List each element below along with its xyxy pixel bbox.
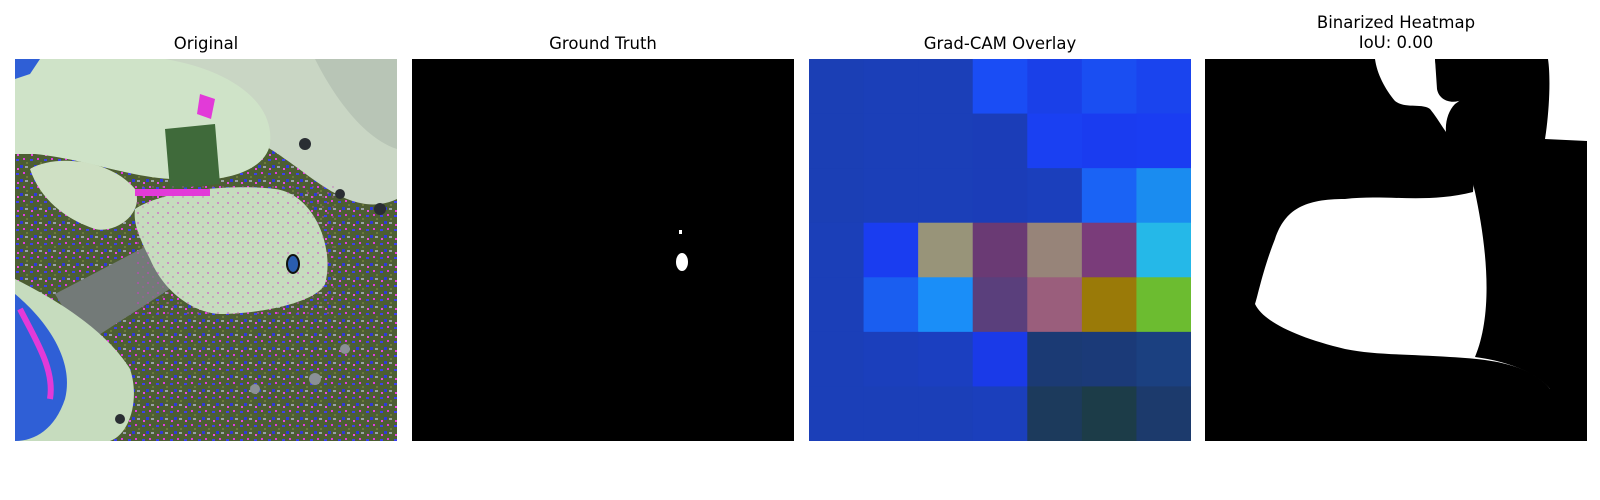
panel-title-ground-truth: Ground Truth (549, 34, 657, 53)
binarized-heatmap (1205, 59, 1587, 441)
gradcam-cell (863, 222, 919, 278)
gradcam-cell (918, 168, 974, 224)
gradcam-cell (809, 331, 865, 387)
gradcam-cell (972, 113, 1028, 169)
gradcam-cell (972, 331, 1028, 387)
iou-score: IoU: 0.00 (1358, 33, 1434, 52)
gradcam-cell (809, 386, 865, 441)
gradcam-cell (918, 331, 974, 387)
panel-title-text: Binarized Heatmap (1316, 13, 1476, 32)
gradcam-cell (863, 59, 919, 115)
panel-title-gradcam: Grad-CAM Overlay (923, 34, 1077, 53)
gradcam-cell (863, 331, 919, 387)
gradcam-cell (918, 113, 974, 169)
gradcam-cell (1136, 59, 1191, 115)
ground-truth-mask (412, 59, 794, 441)
gradcam-cell (1027, 113, 1083, 169)
gradcam-cell (1027, 59, 1083, 115)
gradcam-cell (1081, 222, 1137, 278)
gradcam-overlay (809, 59, 1191, 441)
gradcam-cell (1081, 113, 1137, 169)
gradcam-cell (1081, 386, 1137, 441)
gradcam-cell (1027, 277, 1083, 333)
gradcam-cell (1027, 386, 1083, 441)
gradcam-cell (918, 59, 974, 115)
mask-speck (679, 230, 682, 234)
gradcam-cell (1136, 386, 1191, 441)
gradcam-cell (809, 222, 865, 278)
gradcam-cell (972, 277, 1028, 333)
gradcam-cell (809, 277, 865, 333)
gradcam-cell (1027, 168, 1083, 224)
gradcam-cell (972, 59, 1028, 115)
gradcam-cell (863, 113, 919, 169)
mask-blob (676, 253, 688, 271)
gradcam-cell (863, 277, 919, 333)
gradcam-cell (1136, 277, 1191, 333)
gradcam-cell (1027, 222, 1083, 278)
gradcam-cell (1081, 59, 1137, 115)
gradcam-cell (809, 113, 865, 169)
gradcam-cell (918, 386, 974, 441)
gradcam-cell (918, 277, 974, 333)
gradcam-cell (863, 386, 919, 441)
gradcam-cell (1136, 113, 1191, 169)
gradcam-cell (1136, 331, 1191, 387)
panel-title-original: Original (173, 34, 239, 53)
gradcam-cell (972, 168, 1028, 224)
gradcam-cell (1136, 222, 1191, 278)
gradcam-cell (972, 222, 1028, 278)
gradcam-cell (972, 386, 1028, 441)
gradcam-cell (1081, 331, 1137, 387)
gradcam-cell (863, 168, 919, 224)
original-image (15, 59, 397, 441)
gradcam-cell (809, 168, 865, 224)
gradcam-cell (1081, 168, 1137, 224)
heatmap-region-corner (1545, 59, 1587, 141)
gradcam-cell (1136, 168, 1191, 224)
gradcam-cell (918, 222, 974, 278)
gradcam-cell (809, 59, 865, 115)
panel-title-binarized: Binarized Heatmap IoU: 0.00 (1205, 13, 1587, 53)
gradcam-cell (1027, 331, 1083, 387)
gradcam-cell (1081, 277, 1137, 333)
